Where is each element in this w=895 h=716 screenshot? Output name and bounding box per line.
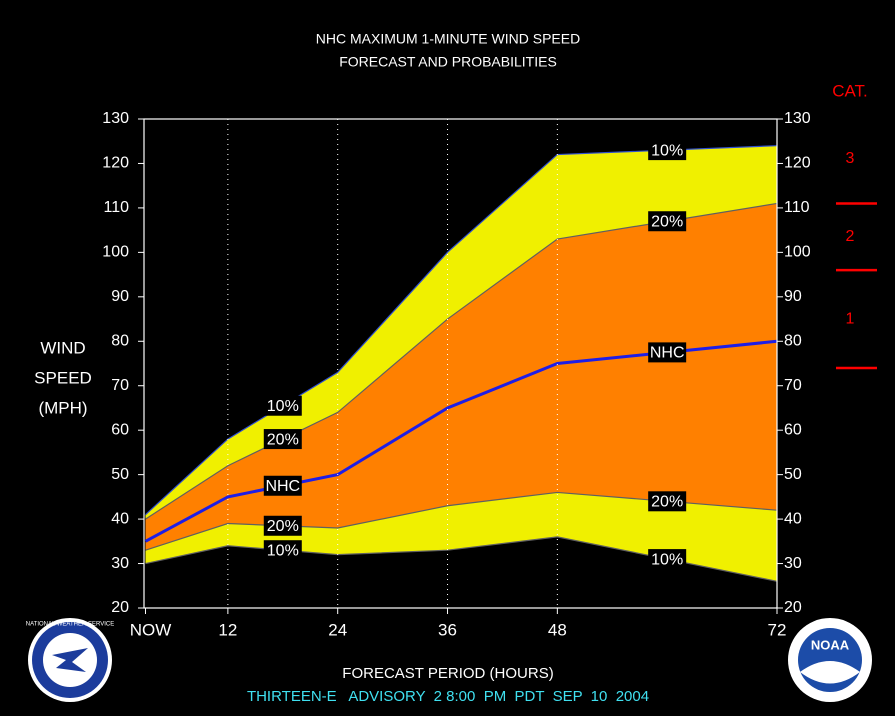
label-box [263, 429, 302, 450]
series-label: 20% [263, 429, 302, 450]
y2-tick-label: 120 [784, 155, 811, 172]
y2-tick-label: 50 [784, 466, 802, 483]
label-text: NHC [650, 345, 685, 362]
series-label: 10% [648, 549, 687, 570]
label-text: 20% [267, 431, 299, 448]
x-tick-label: NOW [130, 620, 172, 639]
series-label: 20% [263, 515, 302, 536]
label-text: 20% [267, 518, 299, 535]
series-label: 10% [263, 540, 302, 561]
y2-tick-label: 60 [784, 421, 802, 438]
y2-tick-label: 20 [784, 599, 802, 616]
y-tick-label: 20 [111, 599, 129, 616]
series-label: NHC [263, 475, 302, 496]
series-label: 20% [648, 211, 687, 232]
advisory-footer: THIRTEEN-E ADVISORY 2 8:00 PM PDT SEP 10… [247, 688, 649, 705]
x-tick-label: 48 [548, 620, 567, 639]
x-tick-label: 36 [438, 620, 457, 639]
y-axis-label: SPEED [34, 368, 92, 387]
y-tick-label: 40 [111, 510, 129, 527]
label-text: 10% [651, 142, 683, 159]
label-box [648, 342, 687, 363]
forecast-line [144, 339, 778, 543]
logo-icon [800, 661, 860, 684]
x-tick-label: 24 [328, 620, 347, 639]
y-tick-label: 80 [111, 332, 129, 349]
x-tick-label: 12 [218, 620, 237, 639]
category-title: CAT. [832, 81, 868, 100]
label-box [263, 475, 302, 496]
y2-tick-label: 100 [784, 244, 811, 261]
series-label: NHC [648, 342, 687, 363]
series-label: 10% [263, 395, 302, 416]
band-edge [145, 491, 778, 551]
y2-tick-label: 90 [784, 288, 802, 305]
series-label: 10% [648, 140, 687, 161]
label-text: 10% [267, 398, 299, 415]
y-axis-label: WIND [40, 338, 85, 357]
band-edge [145, 145, 778, 516]
y2-tick-label: 110 [784, 199, 810, 216]
label-text: 10% [267, 542, 299, 559]
label-box [263, 395, 302, 416]
y-tick-label: 70 [111, 377, 129, 394]
y2-tick-label: 80 [784, 332, 802, 349]
label-box [648, 140, 687, 161]
logo-icon [52, 648, 88, 672]
category-label: 1 [846, 310, 855, 327]
plot-frame [143, 118, 778, 609]
band-edge [145, 202, 778, 520]
y2-tick-label: 40 [784, 510, 802, 527]
label-text: 20% [651, 494, 683, 511]
x-tick-label: 72 [768, 620, 787, 639]
y-tick-label: 60 [111, 421, 129, 438]
y-tick-label: 50 [111, 466, 129, 483]
chart-subtitle: FORECAST AND PROBABILITIES [339, 54, 557, 70]
chart-title: NHC MAXIMUM 1-MINUTE WIND SPEED [316, 31, 580, 47]
noaa-logo: NOAA [788, 618, 872, 702]
y-tick-label: 100 [102, 244, 129, 261]
label-box [648, 549, 687, 570]
label-box [648, 491, 687, 512]
label-box [648, 211, 687, 232]
y-tick-label: 110 [103, 199, 129, 216]
y2-tick-label: 30 [784, 555, 802, 572]
label-box [263, 515, 302, 536]
nws-logo: NATIONAL WEATHER SERVICE [26, 618, 114, 702]
label-box [263, 540, 302, 561]
category-label: 3 [846, 150, 855, 167]
y-tick-label: 130 [102, 110, 129, 127]
category-label: 2 [846, 228, 855, 245]
label-text: NHC [265, 478, 300, 495]
logo-text: NOAA [811, 637, 850, 652]
y2-tick-label: 70 [784, 377, 802, 394]
series-label: 20% [648, 491, 687, 512]
y-axis-label: (MPH) [38, 398, 87, 417]
logo-text: NATIONAL WEATHER SERVICE [26, 622, 114, 628]
y-tick-label: 120 [102, 155, 129, 172]
band-edge [145, 536, 778, 582]
label-text: 10% [651, 551, 683, 568]
label-text: 20% [651, 213, 683, 230]
x-axis-label: FORECAST PERIOD (HOURS) [342, 665, 553, 682]
probability-band [145, 203, 777, 551]
y2-tick-label: 130 [784, 110, 811, 127]
y-tick-label: 90 [111, 288, 129, 305]
y-tick-label: 30 [111, 555, 129, 572]
